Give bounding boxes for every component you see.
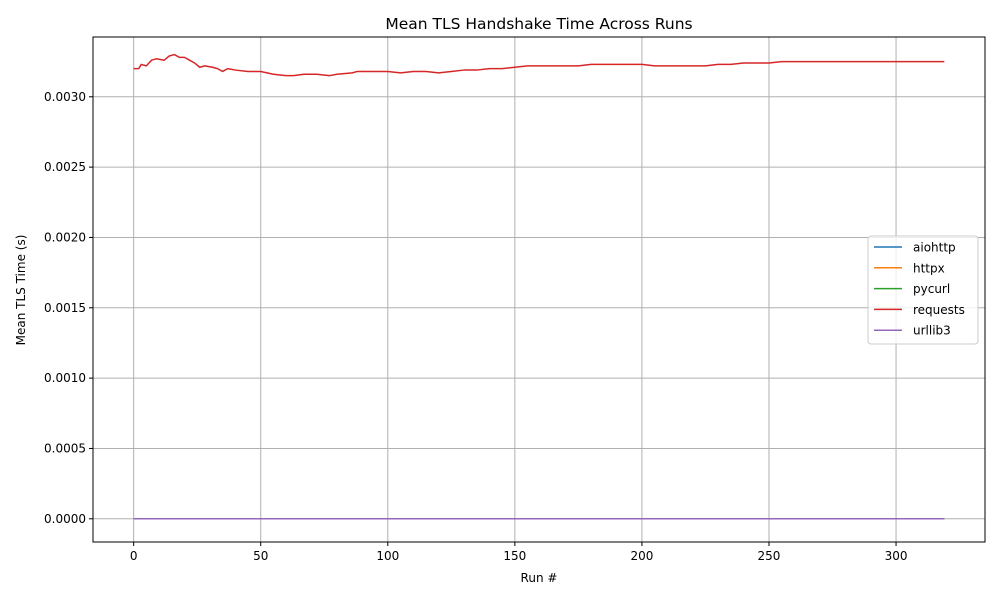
y-axis-label: Mean TLS Time (s) — [14, 235, 28, 346]
legend-label-httpx: httpx — [913, 261, 945, 275]
y-tick-label: 0.0020 — [44, 230, 86, 244]
legend-label-pycurl: pycurl — [913, 282, 950, 296]
series-lines — [133, 53, 945, 520]
x-tick-label: 200 — [630, 549, 653, 563]
legend-box — [867, 235, 979, 345]
plot-area-frame — [92, 36, 986, 543]
x-axis-label: Run # — [521, 571, 558, 585]
x-tick-label: 300 — [885, 549, 908, 563]
chart-title: Mean TLS Handshake Time Across Runs — [385, 15, 692, 33]
x-tick-label: 100 — [376, 549, 399, 563]
legend-label-requests: requests — [913, 303, 965, 317]
y-tick-label: 0.0025 — [44, 160, 86, 174]
y-tick-label: 0.0010 — [44, 371, 86, 385]
y-tick-label: 0.0000 — [44, 512, 86, 526]
x-axis-ticks: 0 50 100 150 200 250 300 — [130, 542, 908, 563]
legend: aiohttp httpx pycurl requests urllib3 — [867, 235, 979, 345]
y-axis-ticks: 0.0000 0.0005 0.0010 0.0015 0.0020 0.0025 0.00… — [44, 90, 93, 526]
y-tick-label: 0.0015 — [44, 301, 86, 315]
y-tick-label: 0.0030 — [44, 90, 86, 104]
x-tick-label: 50 — [253, 549, 268, 563]
y-tick-label: 0.0005 — [44, 441, 86, 455]
series-line-requests — [133, 53, 945, 77]
legend-label-aiohttp: aiohttp — [913, 241, 956, 255]
legend-label-urllib3: urllib3 — [913, 324, 951, 338]
grid-lines — [93, 37, 985, 542]
x-tick-label: 0 — [130, 549, 138, 563]
x-tick-label: 150 — [503, 549, 526, 563]
x-tick-label: 250 — [758, 549, 781, 563]
